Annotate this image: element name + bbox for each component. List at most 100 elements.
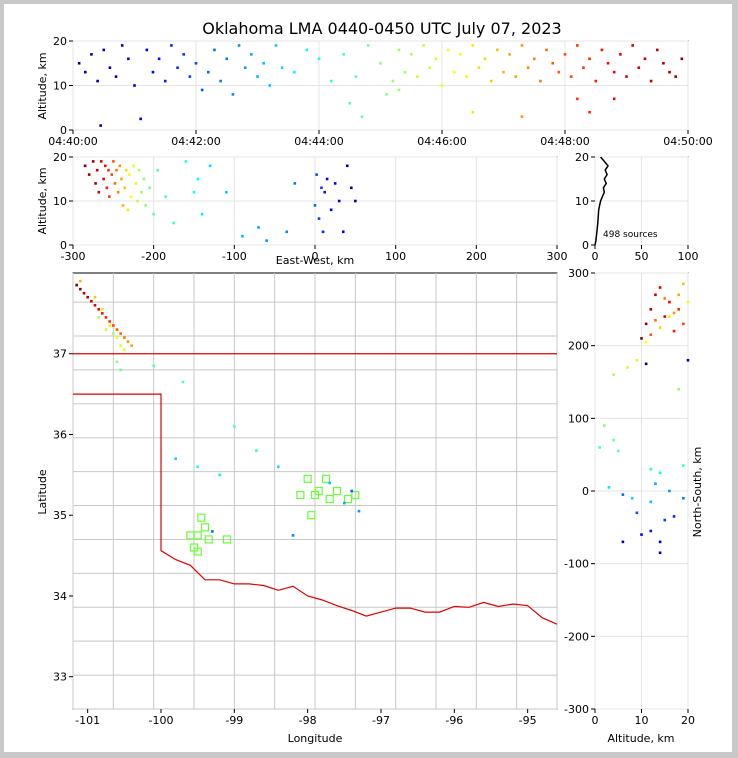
source-point xyxy=(118,164,122,168)
source-point xyxy=(213,48,216,52)
source-point xyxy=(333,182,337,185)
source-point xyxy=(103,164,107,168)
source-point xyxy=(126,340,130,343)
source-point xyxy=(672,311,676,315)
source-point xyxy=(233,425,236,428)
source-point xyxy=(192,190,196,194)
source-point xyxy=(133,84,136,87)
source-point xyxy=(631,44,634,47)
source-point xyxy=(108,195,111,198)
time-axis-tick-label: 04:48:00 xyxy=(540,135,589,148)
source-point xyxy=(164,195,168,198)
source-point xyxy=(409,53,413,56)
longitude-axis-tick-label: -95 xyxy=(519,714,537,727)
source-point xyxy=(471,44,475,47)
alt-ns-ylabel: North-South, km xyxy=(691,447,704,538)
source-point xyxy=(348,102,352,105)
lma-figure: Oklahoma LMA 0440-0450 UTC July 07, 2023… xyxy=(36,19,713,745)
altitude-axis-tick-label: 20 xyxy=(53,151,67,164)
source-point xyxy=(119,344,122,347)
source-point xyxy=(293,182,297,185)
ew-alt-xlabel: East-West, km xyxy=(276,254,354,267)
source-point xyxy=(459,53,462,56)
source-point xyxy=(101,312,104,315)
source-point xyxy=(350,489,353,493)
source-point xyxy=(329,208,333,212)
source-point xyxy=(291,534,295,537)
station-marker xyxy=(222,535,232,544)
source-point xyxy=(397,88,401,92)
source-point xyxy=(649,500,653,504)
source-point xyxy=(658,326,662,329)
source-point xyxy=(237,44,241,47)
source-point xyxy=(320,186,323,190)
time-axis-tick-label: 04:46:00 xyxy=(417,135,466,148)
source-point xyxy=(224,190,228,194)
source-point xyxy=(658,286,662,289)
source-point xyxy=(496,48,499,52)
source-point xyxy=(82,291,86,295)
source-point xyxy=(94,182,97,185)
source-point xyxy=(502,70,505,74)
altitude-axis-tick-label: 10 xyxy=(575,195,589,208)
time-height-grid xyxy=(72,40,689,131)
source-point xyxy=(170,44,173,47)
source-point xyxy=(588,110,591,114)
source-point xyxy=(416,75,419,78)
source-point xyxy=(119,332,122,335)
source-point xyxy=(674,75,677,78)
source-point xyxy=(77,61,81,65)
chart-title: Oklahoma LMA 0440-0450 UTC July 07, 2023 xyxy=(202,19,561,38)
source-point xyxy=(182,53,185,56)
station-marker xyxy=(332,486,342,496)
alt-histogram-line xyxy=(594,156,609,246)
state-border xyxy=(73,393,162,551)
ew-axis-tick-label: 0 xyxy=(312,250,319,263)
ns-axis-tick-label: 200 xyxy=(568,340,589,353)
plan-view-points xyxy=(75,279,361,537)
time-height-ylabel: Altitude, km xyxy=(36,52,49,119)
source-point xyxy=(635,358,639,362)
source-point xyxy=(200,88,204,92)
red-river-border xyxy=(160,550,558,625)
source-point xyxy=(663,315,667,318)
source-point xyxy=(607,486,611,489)
source-point xyxy=(144,204,147,207)
source-point xyxy=(588,57,591,61)
source-point xyxy=(354,75,358,78)
source-point xyxy=(113,182,117,185)
source-point xyxy=(126,208,130,212)
source-point xyxy=(128,173,131,176)
source-point xyxy=(115,360,119,364)
source-point xyxy=(682,464,685,467)
source-point xyxy=(328,481,331,485)
ew-axis-tick-label: -300 xyxy=(61,250,86,263)
source-point xyxy=(129,195,133,198)
station-marker xyxy=(325,494,334,504)
alt-ns-ticks: 0 10 20 -300 -200 -100 0 100 200 300 xyxy=(564,267,695,727)
source-count-label: 498 sources xyxy=(603,230,658,240)
source-point xyxy=(630,496,634,500)
source-point xyxy=(97,190,101,194)
source-point xyxy=(255,449,258,452)
source-point xyxy=(108,324,111,327)
source-point xyxy=(211,530,214,533)
ew-axis-tick-label: 300 xyxy=(547,250,568,263)
alt-ns-xlabel: Altitude, km xyxy=(607,732,674,745)
source-point xyxy=(262,61,265,65)
source-point xyxy=(145,48,149,52)
source-point xyxy=(93,303,97,307)
source-point xyxy=(603,424,606,427)
source-point xyxy=(102,48,106,52)
source-point xyxy=(644,340,648,344)
source-point xyxy=(637,66,641,69)
source-point xyxy=(557,70,561,74)
ew-alt-panel: -300 -200 -100 0 100 200 300 0 10 20 Altitude, km… xyxy=(36,151,568,267)
station-marker xyxy=(303,474,312,483)
source-point xyxy=(123,336,126,339)
source-point xyxy=(635,511,639,515)
source-point xyxy=(655,48,659,52)
source-point xyxy=(243,66,247,69)
source-point xyxy=(181,380,185,384)
source-point xyxy=(97,316,100,319)
